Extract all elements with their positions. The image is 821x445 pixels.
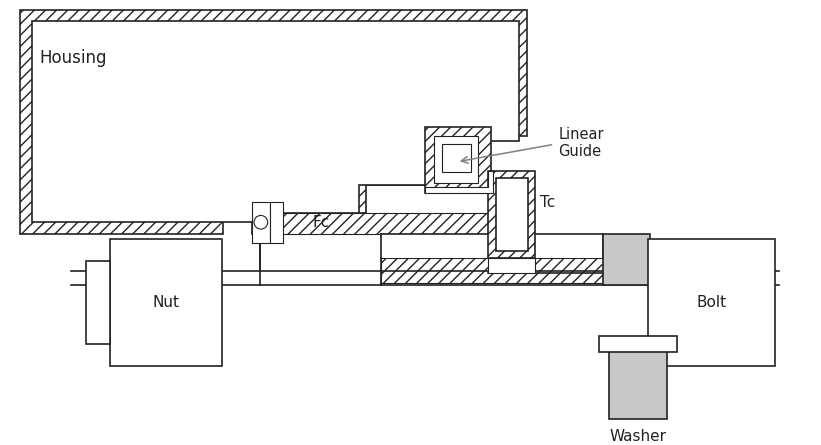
Bar bbox=[609, 349, 667, 419]
Polygon shape bbox=[381, 259, 603, 283]
Text: Washer: Washer bbox=[610, 429, 667, 444]
Bar bbox=[252, 202, 269, 243]
Bar bbox=[496, 178, 528, 251]
Bar bbox=[488, 170, 534, 259]
Bar bbox=[110, 239, 222, 366]
Bar bbox=[488, 259, 534, 273]
Bar bbox=[599, 336, 677, 352]
Polygon shape bbox=[32, 21, 519, 222]
Text: Housing: Housing bbox=[39, 49, 107, 67]
Bar bbox=[86, 261, 110, 344]
Bar bbox=[269, 202, 283, 243]
Text: Fc: Fc bbox=[313, 215, 330, 230]
Bar bbox=[434, 137, 479, 183]
Bar bbox=[443, 144, 471, 172]
Polygon shape bbox=[424, 170, 493, 193]
Polygon shape bbox=[260, 213, 527, 234]
Text: Bolt: Bolt bbox=[696, 295, 727, 310]
Text: Tc: Tc bbox=[539, 195, 555, 210]
Bar bbox=[424, 127, 491, 193]
Circle shape bbox=[254, 215, 268, 229]
Bar bbox=[648, 239, 775, 366]
Text: Linear
Guide: Linear Guide bbox=[558, 127, 603, 159]
Bar bbox=[603, 234, 650, 285]
Polygon shape bbox=[20, 10, 527, 234]
Text: Nut: Nut bbox=[152, 295, 179, 310]
Bar bbox=[381, 234, 603, 259]
